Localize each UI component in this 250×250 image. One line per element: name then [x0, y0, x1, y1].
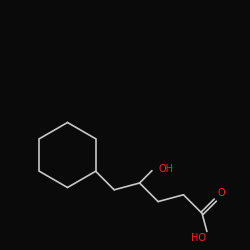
Text: OH: OH [158, 164, 174, 174]
Text: O: O [217, 188, 225, 198]
Text: HO: HO [191, 233, 206, 243]
